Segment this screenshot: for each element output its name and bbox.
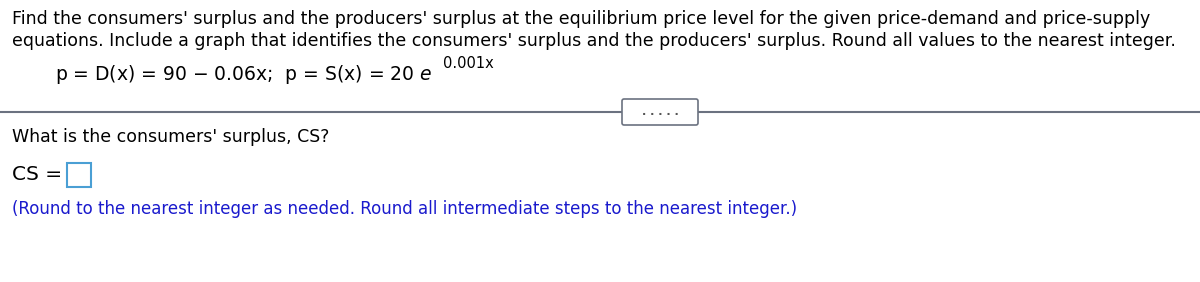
Text: Find the consumers' surplus and the producers' surplus at the equilibrium price : Find the consumers' surplus and the prod… (12, 10, 1151, 28)
Text: CS =: CS = (12, 166, 68, 184)
FancyBboxPatch shape (67, 163, 91, 187)
Text: p = D(x) = 90 $-$ 0.06x;  p = S(x) = 20 $e$: p = D(x) = 90 $-$ 0.06x; p = S(x) = 20 $… (55, 63, 432, 87)
Text: (Round to the nearest integer as needed. Round all intermediate steps to the nea: (Round to the nearest integer as needed.… (12, 200, 797, 218)
Text: equations. Include a graph that identifies the consumers' surplus and the produc: equations. Include a graph that identifi… (12, 32, 1176, 50)
Text: What is the consumers' surplus, CS?: What is the consumers' surplus, CS? (12, 128, 329, 146)
Text: . . . . .: . . . . . (642, 107, 678, 117)
FancyBboxPatch shape (622, 99, 698, 125)
FancyBboxPatch shape (622, 101, 698, 123)
Text: 0.001x: 0.001x (443, 56, 493, 70)
